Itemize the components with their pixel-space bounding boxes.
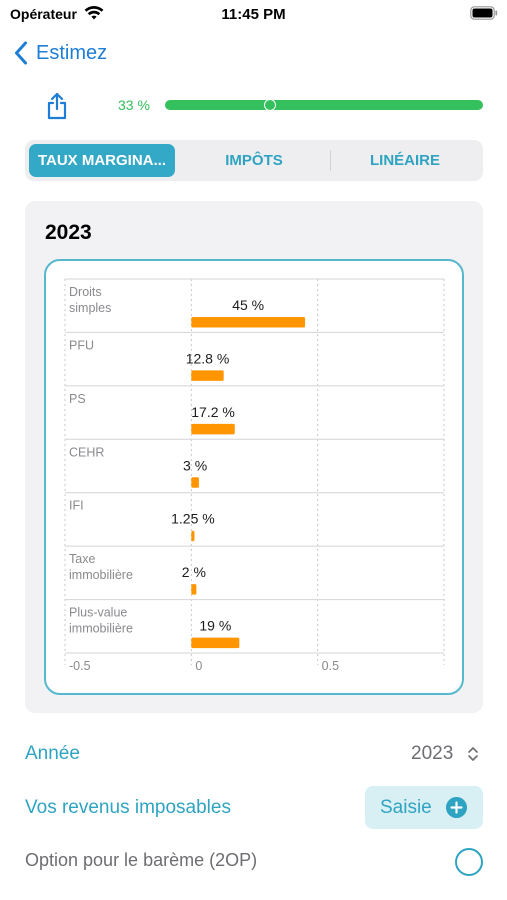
chart-frame: Droits simples 45 % PFU 12.8 % PS 17.2 % CEHR 3 … [44, 259, 464, 695]
card-title: 2023 [45, 221, 92, 244]
category-label: Droits simples [69, 285, 111, 315]
year-label: Année [25, 743, 80, 764]
chevron-left-icon [15, 41, 27, 65]
x-tick-label: 0.5 [322, 659, 339, 673]
segment-divider [330, 150, 331, 171]
back-button[interactable]: Estimez [14, 38, 107, 68]
bar-chart: Droits simples 45 % PFU 12.8 % PS 17.2 % CEHR 3 … [64, 278, 445, 673]
option-bareme-radio[interactable] [455, 848, 483, 876]
saisie-label: Saisie [380, 797, 432, 818]
x-tick-label: -0.5 [69, 659, 91, 673]
category-label: IFI [69, 499, 84, 513]
bar [191, 317, 306, 328]
category-label: CEHR [69, 445, 104, 459]
share-icon [47, 92, 67, 120]
progress-percent: 33 % [118, 97, 150, 113]
segmented-control: TAUX MARGINA... IMPÔTS LINÉAIRE [25, 140, 483, 181]
value-label: 45 % [232, 297, 264, 313]
tab-impots[interactable]: IMPÔTS [225, 152, 283, 169]
category-label: Taxe immobilière [69, 552, 133, 582]
tab-lineaire[interactable]: LINÉAIRE [369, 152, 440, 169]
carrier-name: Opérateur [10, 6, 77, 22]
category-label: PFU [69, 338, 94, 352]
x-tick-label: 0 [195, 659, 202, 673]
bar [191, 584, 197, 595]
status-bar: Opérateur 11:45 PM [0, 0, 507, 30]
share-button[interactable] [44, 92, 70, 120]
wifi-icon [84, 6, 104, 20]
value-label: 19 % [199, 618, 231, 634]
bar [191, 637, 240, 649]
back-label: Estimez [36, 41, 108, 64]
option-bareme-label: Option pour le barème (2OP) [25, 850, 258, 870]
value-label: 12.8 % [186, 350, 230, 366]
battery-icon [470, 6, 498, 20]
saisie-button[interactable]: Saisie [365, 786, 483, 829]
income-label: Vos revenus imposables [25, 797, 231, 818]
bar [191, 530, 195, 542]
progress-bar [165, 100, 483, 110]
value-label: 1.25 % [171, 511, 215, 527]
bar [191, 423, 235, 435]
value-label: 3 % [183, 457, 207, 473]
clock: 11:45 PM [221, 6, 286, 23]
tab-taux-marginal[interactable]: TAUX MARGINA... [29, 144, 175, 177]
category-label: Plus-value immobilière [69, 606, 133, 636]
chevron-up-down-icon[interactable] [467, 745, 479, 763]
bar [191, 477, 199, 488]
plus-circle-icon [446, 797, 467, 818]
category-label: PS [69, 392, 86, 406]
year-value[interactable]: 2023 [411, 743, 454, 764]
value-label: 2 % [182, 564, 206, 580]
bar [191, 370, 224, 381]
value-label: 17.2 % [191, 404, 235, 420]
progress-marker [264, 100, 275, 110]
